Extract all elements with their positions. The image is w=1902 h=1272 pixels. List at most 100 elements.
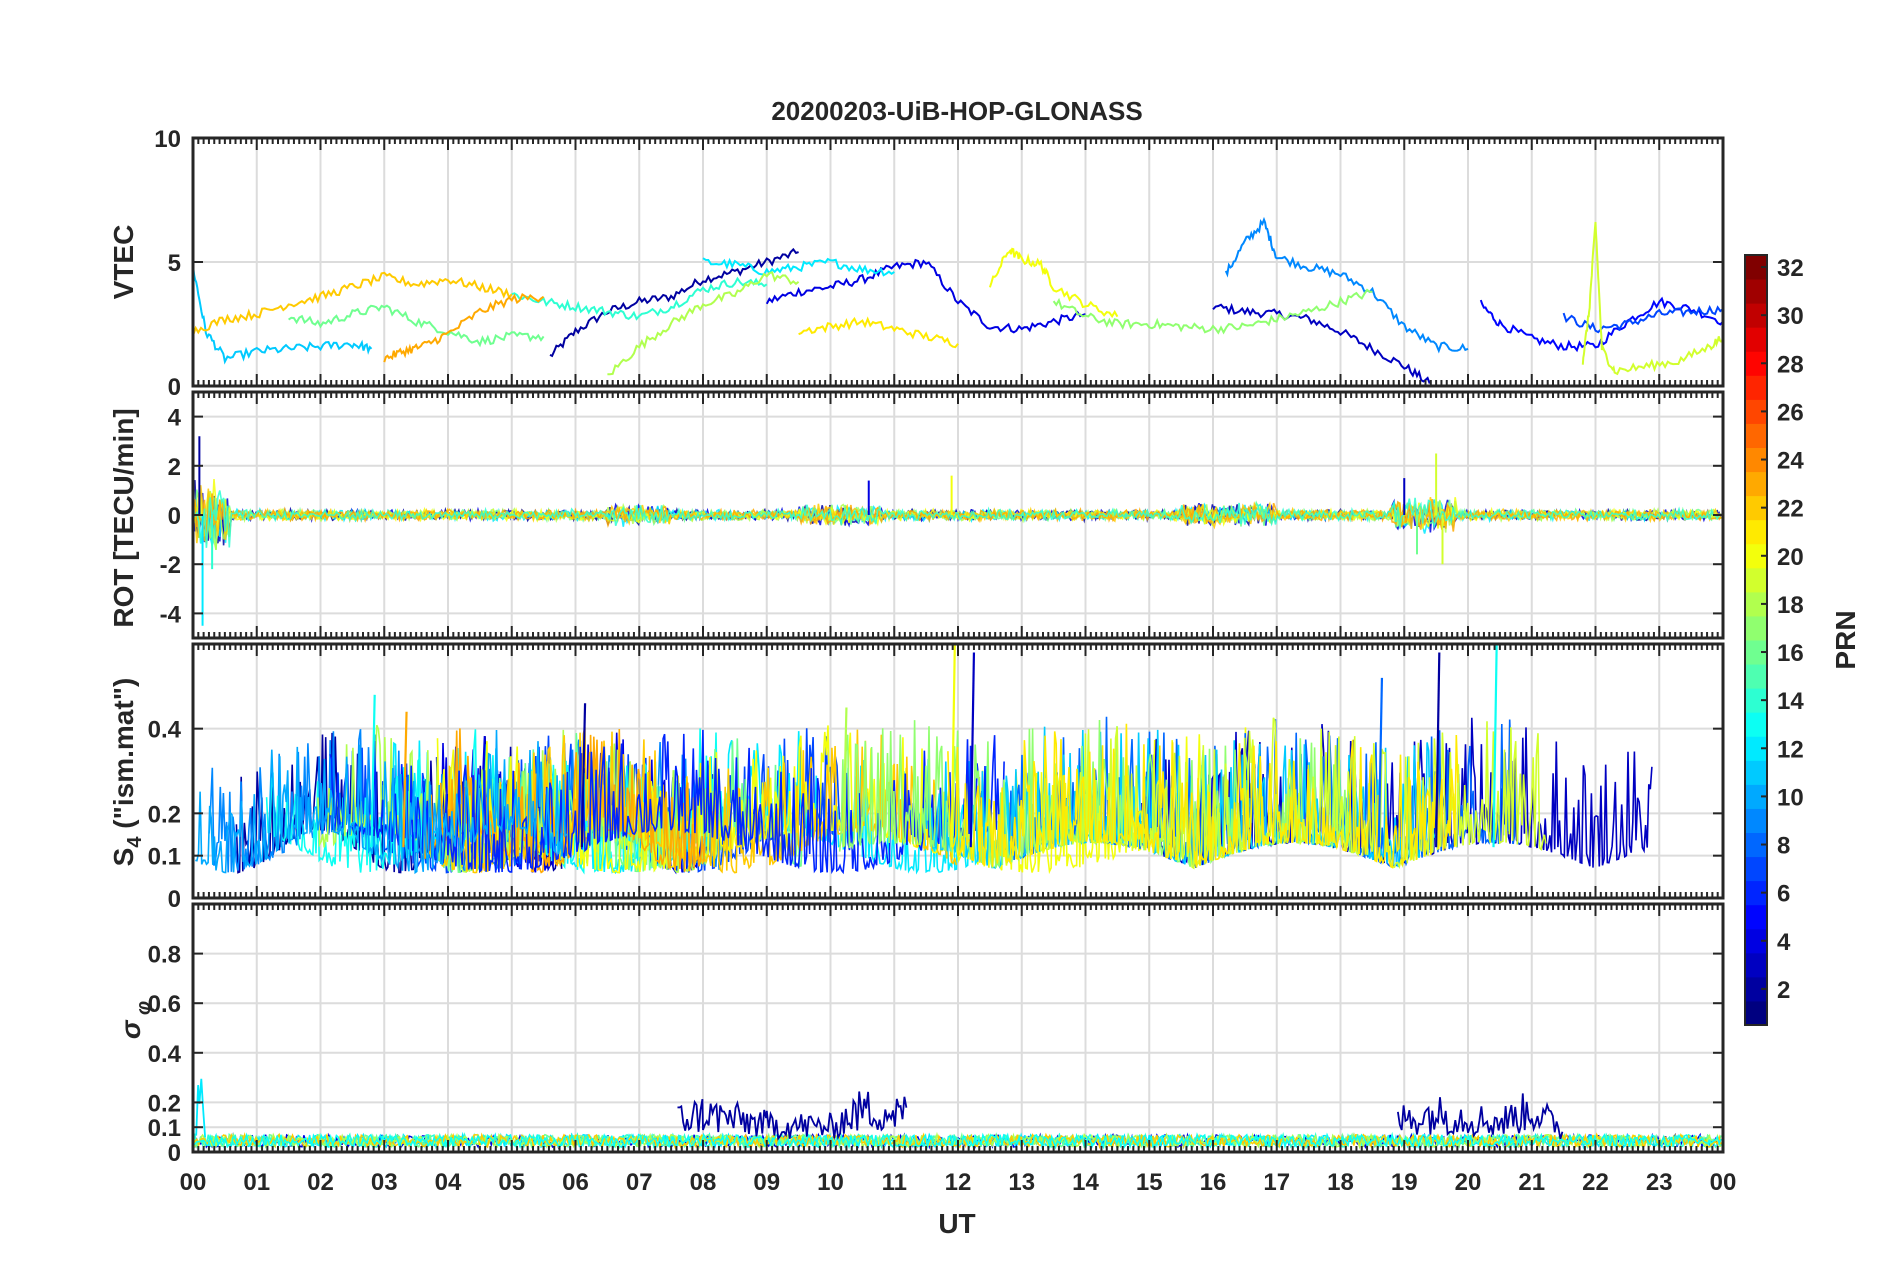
x-tick-label: 15 <box>1136 1169 1163 1196</box>
colorbar-segment <box>1745 712 1767 737</box>
sigma-series-line <box>195 1078 206 1138</box>
vtec-series-line <box>607 271 800 376</box>
colorbar-tick-label: 20 <box>1777 544 1804 571</box>
colorbar-tick-label: 12 <box>1777 736 1804 763</box>
colorbar-segment <box>1745 832 1767 858</box>
vtec-series-line <box>1052 288 1373 335</box>
colorbar-tick-label: 26 <box>1777 399 1804 426</box>
s4-series-line <box>1035 717 1547 870</box>
colorbar-tick-label: 16 <box>1777 640 1804 667</box>
rot-y-tick-label: 0 <box>168 503 181 530</box>
s4-peak <box>1435 652 1441 848</box>
x-tick-label: 20 <box>1455 1169 1482 1196</box>
colorbar-tick-label: 32 <box>1777 255 1804 282</box>
panel-labels: VTEC ROT [TECU/min] S4 ("ism.mat") σ φ <box>108 225 155 1039</box>
colorbar-segment <box>1745 688 1767 713</box>
s4-peak <box>950 644 956 848</box>
s4-y-tick-label: 0.4 <box>148 717 182 744</box>
s4-peak <box>580 703 587 848</box>
x-tick-label: 11 <box>882 1169 907 1196</box>
x-tick-label: 14 <box>1072 1169 1099 1196</box>
colorbar-segment <box>1745 615 1767 641</box>
vtec-series-line <box>798 316 959 349</box>
vtec-series-line <box>1212 302 1431 384</box>
colorbar-segment <box>1745 784 1767 809</box>
x-tick-label: 10 <box>817 1169 844 1196</box>
colorbar-segment <box>1745 519 1767 545</box>
vtec-series-line <box>288 304 545 348</box>
vtec-series-line <box>193 265 373 365</box>
rot-y-tick-label: 4 <box>168 405 182 432</box>
colorbar-tick-label: 10 <box>1777 784 1804 811</box>
x-tick-label: 19 <box>1391 1169 1418 1196</box>
x-tick-label: 18 <box>1327 1169 1354 1196</box>
colorbar-segment <box>1745 399 1767 424</box>
colorbar-segment <box>1745 471 1767 497</box>
colorbar-segment <box>1745 543 1767 569</box>
x-tick-label: 12 <box>945 1169 972 1196</box>
vtec-series-line <box>193 271 513 336</box>
colorbar-tick-label: 18 <box>1777 592 1804 619</box>
x-tick-label: 06 <box>562 1169 589 1196</box>
s4-peak <box>370 694 376 848</box>
rot-y-tick-label: -4 <box>160 601 182 628</box>
vtec-series-line <box>383 293 545 363</box>
colorbar-segment <box>1745 327 1767 352</box>
s4-series-line <box>422 728 708 874</box>
colorbar-segment <box>1745 952 1767 978</box>
colorbar-tick-label: 6 <box>1777 881 1790 908</box>
s4-peak <box>402 711 408 848</box>
colorbar-segment <box>1745 567 1767 593</box>
vtec-series-group <box>193 216 1723 384</box>
colorbar-segment <box>1745 279 1767 304</box>
x-tick-label: 00 <box>1710 1169 1737 1196</box>
sigma-series-line <box>1397 1093 1564 1140</box>
vtec-y-tick-label: 10 <box>154 126 181 153</box>
x-tick-label: 03 <box>371 1169 398 1196</box>
x-tick-label: 13 <box>1008 1169 1035 1196</box>
x-tick-label: 07 <box>626 1169 653 1196</box>
sigma-y-tick-label: 0.6 <box>148 991 181 1018</box>
colorbar-tick-label: 8 <box>1777 833 1790 860</box>
colorbar-segment <box>1745 591 1767 617</box>
colorbar-segment <box>1745 423 1767 448</box>
colorbar-segment <box>1745 495 1767 521</box>
colorbar-segment <box>1745 351 1767 376</box>
sigma-y-tick-label: 0.4 <box>148 1041 182 1068</box>
x-tick-label: 17 <box>1263 1169 1290 1196</box>
s4-peak <box>842 707 848 848</box>
colorbar-tick-label: 24 <box>1777 448 1804 475</box>
vtec-y-tick-label: 0 <box>168 374 181 401</box>
rot-ylabel: ROT [TECU/min] <box>108 408 139 627</box>
vtec-series-line <box>511 276 768 321</box>
rot-series-group <box>193 436 1722 626</box>
s4-ylabel: S4 ("ism.mat") <box>108 678 146 867</box>
rot-y-tick-label: -2 <box>160 552 181 579</box>
s4-y-tick-label: 0 <box>168 886 181 913</box>
colorbar-segment <box>1745 976 1767 1002</box>
rot-series-line <box>193 493 1722 541</box>
sigma-y-tick-label: 0.1 <box>148 1115 181 1142</box>
s4-series-line <box>195 729 568 875</box>
vtec-series-line <box>988 247 1119 319</box>
vtec-series-line <box>765 258 1086 334</box>
colorbar-segment <box>1745 303 1767 328</box>
s4-y-tick-label: 0.1 <box>148 844 181 871</box>
x-tick-label: 01 <box>243 1169 270 1196</box>
s4-peak <box>969 652 976 848</box>
x-tick-label: 08 <box>690 1169 717 1196</box>
sigma-ylabel: σ φ <box>115 1001 155 1039</box>
s4-y-tick-label: 0.2 <box>148 801 181 828</box>
colorbar-segment <box>1745 375 1767 400</box>
rot-series-line <box>193 490 1722 548</box>
x-tick-label: 00 <box>180 1169 207 1196</box>
colorbar-segment <box>1745 880 1767 906</box>
series-layer <box>193 216 1723 1150</box>
colorbar-segment <box>1745 447 1767 473</box>
sigma-series-line <box>677 1091 908 1141</box>
colorbar-segment <box>1745 904 1767 930</box>
s4-peak <box>1377 677 1384 848</box>
